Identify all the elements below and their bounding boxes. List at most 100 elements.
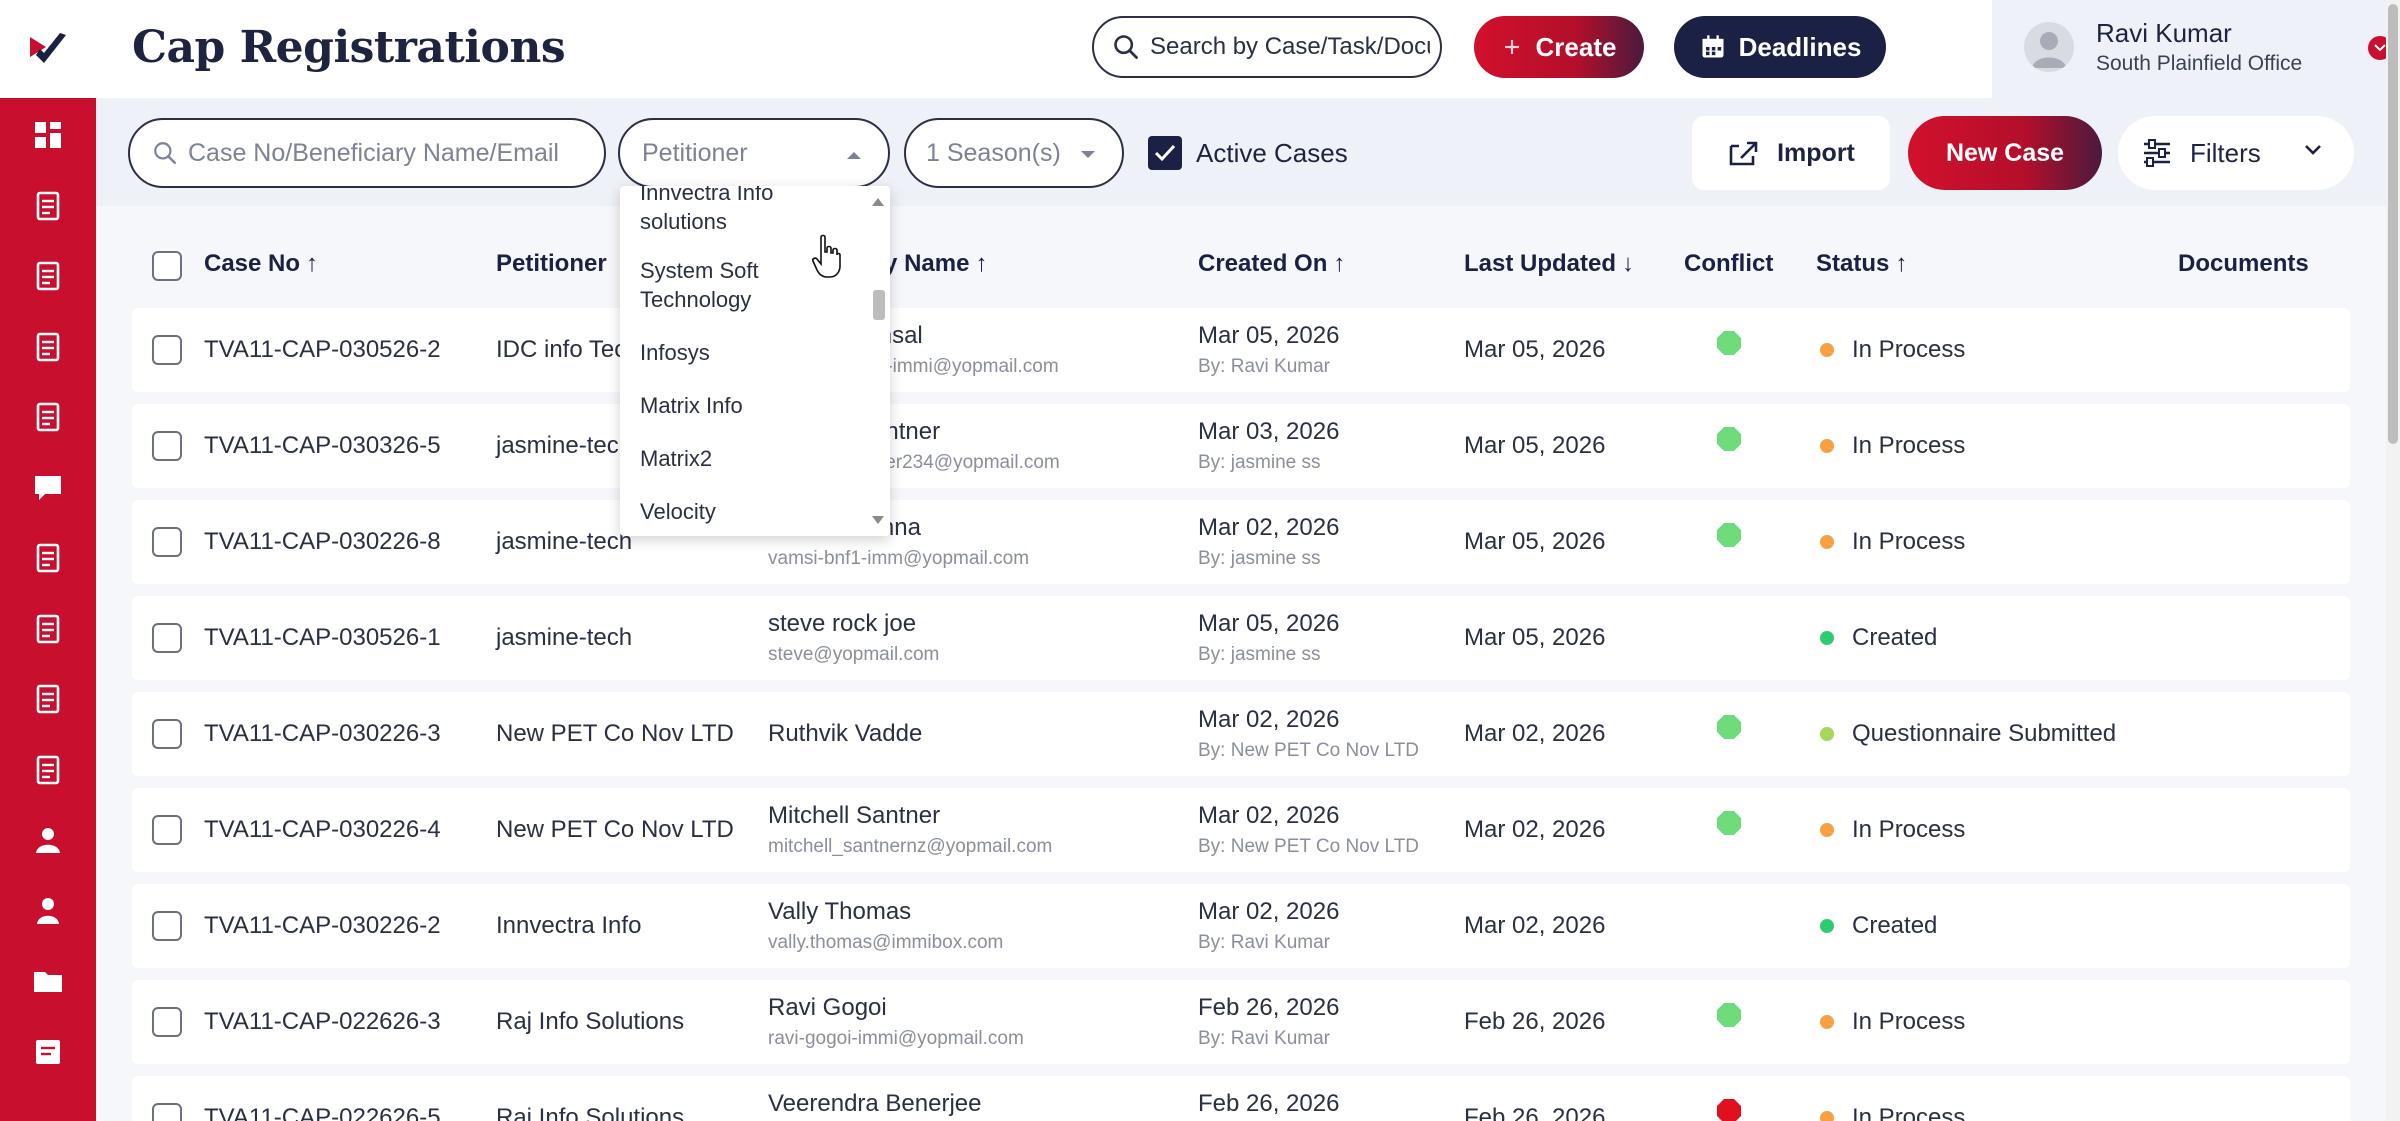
case-search-input[interactable]	[188, 138, 598, 168]
conflict-indicator-icon	[1717, 331, 1741, 355]
row-checkbox[interactable]	[152, 1103, 182, 1121]
row-checkbox[interactable]	[152, 527, 182, 557]
dropdown-option[interactable]: System Soft Technology	[640, 258, 759, 312]
row-checkbox[interactable]	[152, 911, 182, 941]
petitioner-name: New PET Co Nov LTD	[496, 816, 734, 843]
created-on-date: Mar 02, 2026	[1198, 802, 1340, 829]
sidebar-item-contacts[interactable]	[0, 876, 96, 947]
case-no[interactable]: TVA11-CAP-022626-3	[204, 1008, 441, 1035]
case-no[interactable]: TVA11-CAP-030226-3	[204, 720, 441, 747]
petitioner-name: Raj Info Solutions	[496, 1104, 685, 1121]
case-search[interactable]	[128, 118, 606, 188]
table-row[interactable]: TVA11-CAP-030226-4 New PET Co Nov LTD Mitc…	[132, 788, 2350, 872]
sidebar-item-forms[interactable]	[0, 241, 96, 312]
row-checkbox[interactable]	[152, 1007, 182, 1037]
user-office: South Plainfield Office	[2096, 52, 2303, 75]
deadlines-button[interactable]: Deadlines	[1674, 16, 1886, 78]
global-search-input[interactable]	[1150, 33, 1430, 61]
col-case-no[interactable]: Case No ↑	[204, 250, 318, 278]
sidebar-item-notes[interactable]	[0, 1017, 96, 1088]
dropdown-option[interactable]: Matrix Info	[640, 393, 743, 418]
conflict-indicator-icon	[1717, 715, 1741, 739]
petitioner-select[interactable]: Petitioner	[618, 118, 890, 188]
app-logo[interactable]	[0, 0, 96, 98]
season-select[interactable]: 1 Season(s)	[904, 118, 1124, 188]
table-row[interactable]: TVA11-CAP-030226-2 Innvectra Info Vally Th…	[132, 884, 2350, 968]
beneficiary-email: steve@yopmail.com	[768, 644, 940, 665]
scroll-down-icon[interactable]	[872, 516, 884, 524]
sidebar-item-folder[interactable]	[0, 946, 96, 1017]
col-created-on[interactable]: Created On ↑	[1198, 250, 1345, 278]
row-checkbox[interactable]	[152, 335, 182, 365]
case-no[interactable]: TVA11-CAP-030226-8	[204, 528, 441, 555]
col-last-updated[interactable]: Last Updated ↓	[1464, 250, 1634, 278]
sidebar-item-documents[interactable]	[0, 171, 96, 242]
dropdown-scrollbar[interactable]	[868, 186, 890, 536]
sidebar-item-user[interactable]	[0, 805, 96, 876]
select-all-checkbox[interactable]	[152, 251, 182, 281]
row-checkbox[interactable]	[152, 815, 182, 845]
sidebar	[0, 0, 96, 1121]
table-row[interactable]: TVA11-CAP-022626-5 Raj Info Solutions Veer…	[132, 1076, 2350, 1121]
table-row[interactable]: TVA11-CAP-030226-3 New PET Co Nov LTD Ruth…	[132, 692, 2350, 776]
filters-button[interactable]: Filters	[2118, 116, 2354, 190]
created-on-date: Feb 26, 2026	[1198, 1090, 1340, 1117]
created-by: By: New PET Co Nov LTD	[1198, 836, 1420, 857]
case-no[interactable]: TVA11-CAP-030226-2	[204, 912, 441, 939]
row-checkbox[interactable]	[152, 623, 182, 653]
sidebar-item-messages[interactable]	[0, 453, 96, 524]
case-no[interactable]: TVA11-CAP-030226-4	[204, 816, 441, 843]
scroll-up-icon[interactable]	[872, 198, 884, 206]
dropdown-option[interactable]: Innvectra Info solutions	[640, 186, 774, 234]
row-checkbox[interactable]	[152, 719, 182, 749]
sidebar-item-edit[interactable]	[0, 594, 96, 665]
new-case-button[interactable]: New Case	[1908, 116, 2102, 190]
sidebar-item-templates[interactable]	[0, 664, 96, 735]
dropdown-option[interactable]: Infosys	[640, 340, 710, 365]
case-no[interactable]: TVA11-CAP-030326-5	[204, 432, 441, 459]
table-row[interactable]: TVA11-CAP-030526-1 jasmine-tech steve rock…	[132, 596, 2350, 680]
created-by: By: Ravi Kumar	[1198, 1028, 1330, 1049]
col-status[interactable]: Status ↑	[1816, 250, 1907, 278]
import-button[interactable]: Import	[1692, 116, 1890, 190]
active-cases-toggle[interactable]: Active Cases	[1148, 136, 1348, 170]
table-header: Case No↑ Petitioner Beneficiary Name↑ Cr…	[132, 234, 2350, 298]
case-no[interactable]: TVA11-CAP-030526-1	[204, 624, 441, 651]
petitioner-name: Innvectra Info	[496, 912, 642, 939]
dropdown-option[interactable]: Velocity	[640, 499, 716, 524]
col-conflict[interactable]: Conflict	[1684, 250, 1773, 278]
sidebar-item-tasks[interactable]	[0, 735, 96, 806]
sidebar-nav	[0, 100, 96, 1087]
page-scrollbar[interactable]	[2386, 0, 2400, 1121]
sidebar-item-reports[interactable]	[0, 523, 96, 594]
petitioner-name: IDC info Tech	[496, 336, 640, 363]
sidebar-item-dashboard[interactable]	[0, 100, 96, 171]
beneficiary-email: mitchell_santnernz@yopmail.com	[768, 836, 1053, 857]
dropdown-option[interactable]: Matrix2	[640, 446, 713, 471]
status-badge: Created	[1852, 624, 1938, 651]
create-button[interactable]: Create	[1474, 16, 1644, 78]
col-conflict-label: Conflict	[1684, 250, 1774, 277]
filter-bar: Petitioner 1 Season(s) Active Cases Impo…	[96, 98, 2386, 206]
col-documents-label: Documents	[2178, 250, 2309, 277]
sidebar-item-billing[interactable]	[0, 312, 96, 383]
sidebar-item-checklist[interactable]	[0, 382, 96, 453]
tasks-icon	[36, 755, 60, 785]
global-search[interactable]	[1092, 16, 1442, 78]
page-title: Cap Registrations	[132, 22, 566, 73]
petitioner-name: New PET Co Nov LTD	[496, 720, 734, 747]
row-checkbox[interactable]	[152, 431, 182, 461]
table-row[interactable]: TVA11-CAP-022626-3 Raj Info Solutions Ravi…	[132, 980, 2350, 1064]
case-no[interactable]: TVA11-CAP-022626-5	[204, 1104, 441, 1121]
page-scrollbar-thumb[interactable]	[2388, 4, 2398, 444]
col-documents[interactable]: Documents	[2178, 250, 2309, 278]
col-petitioner[interactable]: Petitioner	[496, 250, 607, 278]
case-no[interactable]: TVA11-CAP-030526-2	[204, 336, 441, 363]
conflict-indicator-icon	[1717, 523, 1741, 547]
user-menu[interactable]: Ravi Kumar South Plainfield Office	[1992, 0, 2400, 98]
active-cases-checkbox[interactable]	[1148, 136, 1182, 170]
dropdown-scroll-thumb[interactable]	[873, 290, 885, 320]
